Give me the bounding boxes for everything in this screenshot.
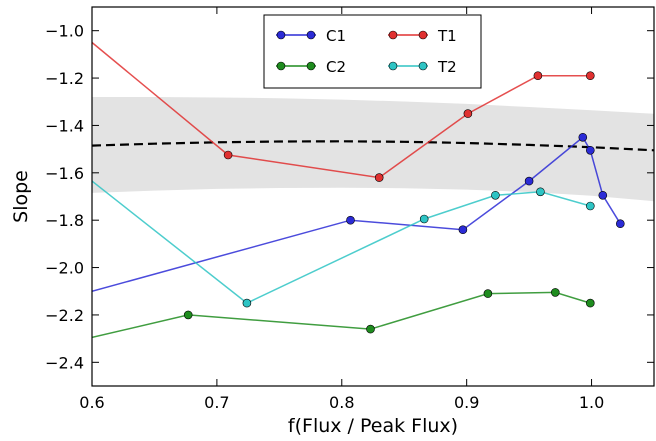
data-point-t1 [374,173,384,182]
data-point-c2 [483,289,493,298]
data-point-t2 [585,201,595,211]
legend-label-t2: T2 [437,58,457,76]
data-point-t2 [419,214,429,224]
confidence-band [92,97,654,202]
series-t1 [92,41,595,182]
y-axis-label: Slope [10,170,32,223]
legend-entry-t2: T2 [388,58,457,76]
data-point-c1 [524,176,534,186]
legend-box [263,14,482,89]
data-point-c1 [578,133,588,142]
series-c1 [92,133,625,293]
legend-marker [306,61,316,71]
data-point-c1 [598,191,608,200]
legend-entry-c1: C1 [276,27,346,45]
legend-marker [388,61,398,71]
series-line-c1 [92,136,621,293]
x-tick-label: 0.7 [204,393,229,412]
series-c2 [92,288,595,339]
data-point-t1 [463,109,473,118]
data-point-c2 [183,310,193,320]
tick-layer: 0.6 0.7 0.8 0.9 1.0 −2.4 −2.2 −2.0 −1.8 −1.6 −1.4 −… [45,7,654,412]
x-axis-label: f(Flux / Peak Flux) [288,415,458,437]
data-point-t2 [491,191,500,200]
y-tick-label: −2.0 [45,259,84,278]
data-point-c1 [615,219,625,228]
data-point-c1 [585,146,595,155]
data-point-t1 [585,71,595,80]
legend-marker [388,30,398,40]
data-point-c1 [458,225,468,234]
legend-marker [276,30,286,40]
fit-line [92,140,654,152]
legend-marker [418,61,428,71]
data-point-c2 [550,288,560,297]
y-tick-label: −1.0 [45,22,84,41]
series-line-c2 [92,291,591,339]
y-tick-label: −1.2 [45,69,84,88]
plot-frame [91,6,655,387]
fit-line-layer [92,140,654,152]
legend-entry-t1: T1 [388,27,457,45]
data-point-t1 [223,150,233,160]
x-tick-label: 1.0 [579,393,604,412]
series-t2 [92,180,595,308]
legend: C1 T1 C2 T2 [263,14,482,89]
series-line-t1 [92,41,591,179]
data-point-c2 [585,298,595,308]
series-line-t2 [92,180,591,304]
x-tick-label: 0.8 [329,393,354,412]
x-tick-label: 0.9 [454,393,479,412]
y-tick-label: −1.6 [45,164,84,183]
y-tick-label: −1.8 [45,211,84,230]
legend-entry-c2: C2 [276,58,346,76]
legend-label-c2: C2 [326,58,346,76]
y-tick-label: −2.4 [45,353,84,372]
y-tick-label: −2.2 [45,306,84,325]
confidence-band-layer [92,97,654,202]
legend-marker [276,61,286,71]
y-tick-label: −1.4 [45,116,84,135]
data-point-c1 [346,215,355,225]
x-tick-label: 0.6 [79,393,104,412]
series-layer [92,41,625,339]
data-point-t1 [533,71,543,80]
legend-label-t1: T1 [437,27,457,45]
data-point-c2 [366,324,375,334]
data-point-t2 [242,298,252,308]
legend-marker [306,30,316,40]
legend-label-c1: C1 [326,27,346,45]
data-point-t2 [536,187,545,197]
legend-marker [418,30,428,40]
